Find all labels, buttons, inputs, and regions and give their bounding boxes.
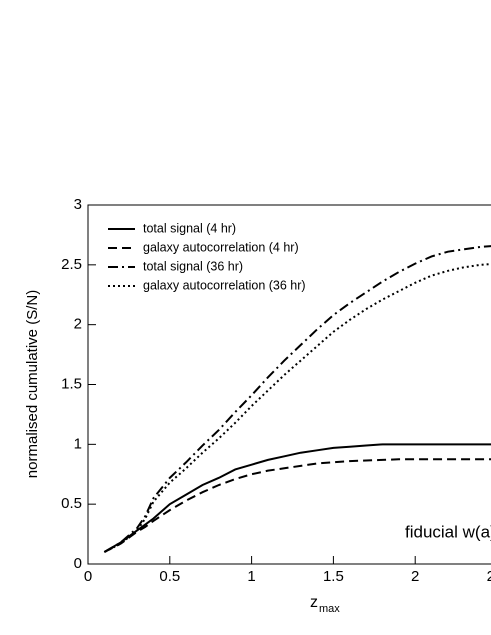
x-tick-label: 2 [411, 568, 419, 585]
legend-text: galaxy autocorrelation (36 hr) [143, 278, 306, 292]
y-tick-label: 0 [74, 555, 82, 572]
legend-text: total signal (4 hr) [143, 221, 236, 235]
y-tick-label: 2.5 [61, 256, 82, 273]
x-tick-label: 0 [84, 568, 92, 585]
legend-text: galaxy autocorrelation (4 hr) [143, 240, 299, 254]
x-axis-label: z [310, 594, 318, 611]
x-tick-label: 1 [247, 568, 255, 585]
x-tick-label: 0.5 [159, 568, 180, 585]
y-tick-label: 1.5 [61, 375, 82, 392]
y-tick-label: 1 [74, 435, 82, 452]
y-tick-label: 3 [74, 196, 82, 213]
annotation: fiducial w(a) [405, 522, 491, 541]
y-tick-label: 2 [74, 316, 82, 333]
series-line [103, 458, 491, 553]
series-line [103, 245, 491, 553]
x-tick-label: 2.5 [487, 568, 491, 585]
series-line [103, 263, 491, 553]
x-tick-label: 1.5 [323, 568, 344, 585]
y-axis-label: normalised cumulative (S/N) [24, 290, 41, 478]
series-line [103, 443, 491, 553]
legend-text: total signal (36 hr) [143, 259, 243, 273]
x-axis-label-sub: max [319, 603, 340, 615]
y-tick-label: 0.5 [61, 495, 82, 512]
